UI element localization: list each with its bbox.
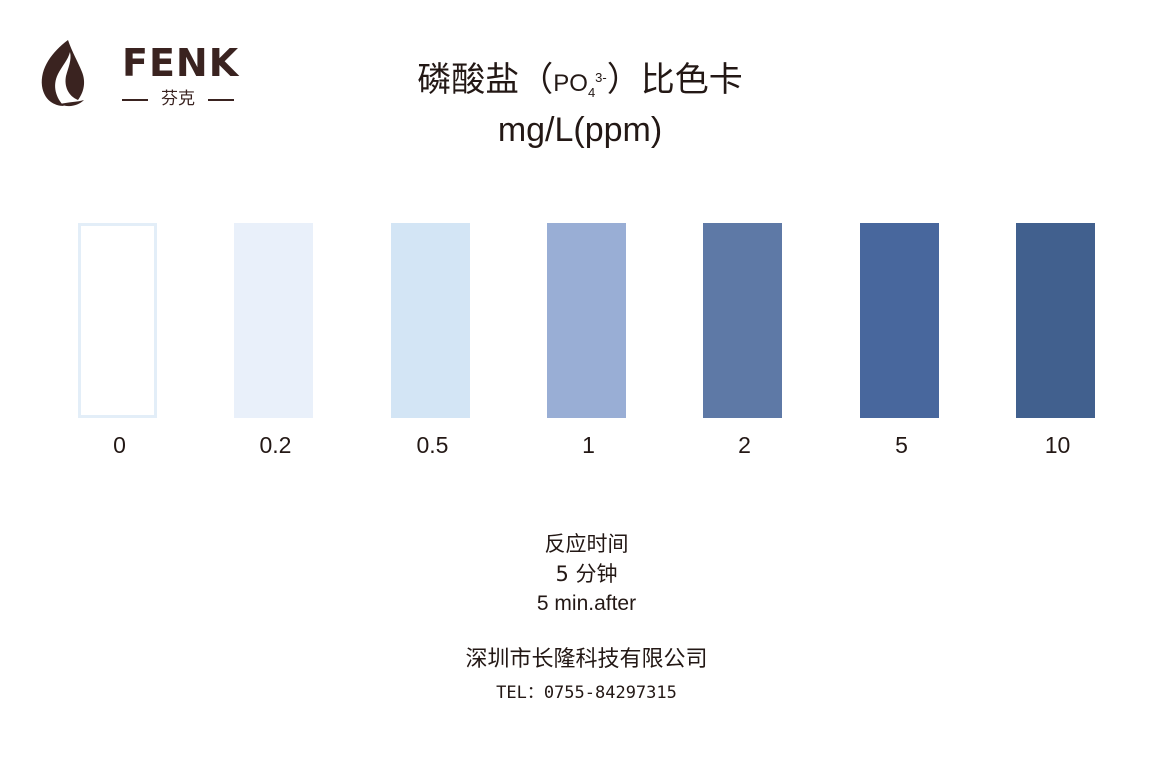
chem-subscript: 4 <box>587 84 596 100</box>
swatch-value-label: 1 <box>582 432 595 458</box>
color-swatch <box>703 223 782 418</box>
swatch-value-label: 0 <box>113 432 126 458</box>
swatch-value-label: 10 <box>1044 432 1071 458</box>
swatch-value-label: 5 <box>895 432 908 458</box>
color-swatch <box>234 223 313 418</box>
color-swatch <box>391 223 470 418</box>
reaction-time-en: 5 min.after <box>536 592 637 615</box>
reaction-time-cn: 5 分钟 <box>555 562 618 586</box>
title-prefix: 磷酸盐（ <box>417 60 554 100</box>
unit-label: mg/L(ppm) <box>497 111 663 149</box>
chem-base: PO <box>553 70 588 97</box>
brand-logo: FENK 芬克 <box>38 38 238 110</box>
title-suffix: ）比色卡 <box>606 60 743 100</box>
brand-subtitle: 芬克 <box>161 89 195 109</box>
company-name: 深圳市长隆科技有限公司 <box>465 647 708 672</box>
divider <box>208 99 234 101</box>
color-swatch <box>860 223 939 418</box>
brand-name: FENK <box>122 41 240 85</box>
color-swatch <box>547 223 626 418</box>
company-tel: TEL：0755-84297315 <box>496 683 677 703</box>
swatch-value-label: 2 <box>738 432 751 458</box>
reaction-time-label: 反应时间 <box>544 532 629 556</box>
chem-superscript: 3- <box>595 70 607 85</box>
divider <box>122 99 148 101</box>
color-swatch <box>78 223 157 418</box>
brand-subtitle-row: 芬克 <box>122 88 234 110</box>
chem-formula: PO43- <box>553 70 607 100</box>
color-swatch <box>1016 223 1095 418</box>
swatch-value-label: 0.5 <box>416 432 449 458</box>
flame-icon <box>41 40 85 107</box>
swatch-value-label: 0.2 <box>259 432 292 458</box>
page-title: 磷酸盐（PO43-）比色卡 <box>300 58 860 106</box>
